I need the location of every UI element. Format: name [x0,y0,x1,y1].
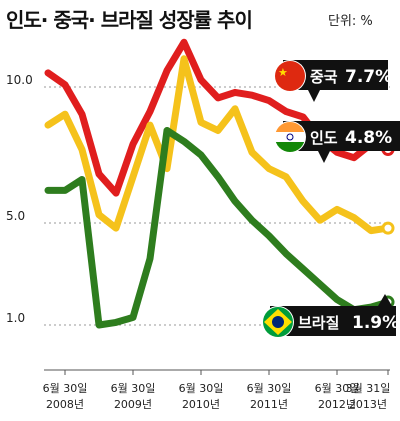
x-tick-year-2: 2010년 [182,398,220,411]
brazil-flag-icon [262,306,294,338]
india-value: 4.8% [345,128,392,148]
series-line-1 [44,55,392,235]
svg-text:★: ★ [278,66,288,79]
series-line-2 [44,127,392,329]
legend-china-bg [283,60,388,102]
x-tick-label-2: 6월 30일 [179,381,224,395]
unit-label: 단위: % [328,14,373,29]
x-tick-year-1: 2009년 [114,398,152,411]
india-flag-icon [274,121,306,153]
x-tick-year-0: 2008년 [46,398,84,411]
y-tick-label-2: 1.0 [6,311,25,325]
legend-india-bg [283,121,400,163]
x-tick-year-3: 2011년 [250,398,288,411]
china-flag-icon: ★ [274,60,306,92]
legend-india: 인도 4.8% [274,121,400,163]
y-tick-label-0: 10.0 [6,73,33,87]
china-value: 7.7% [345,67,392,87]
y-tick-label-1: 5.0 [6,209,25,223]
china-label: 중국 [310,68,338,86]
legend-brazil: 브라질 1.9% [262,294,399,338]
x-tick-year-4: 2012년 [318,398,356,411]
legend-brazil-bg [270,294,396,336]
brazil-label: 브라질 [298,314,339,332]
x-tick-year-5: 2013년 [349,398,387,411]
india-label: 인도 [310,129,338,147]
legend-china: ★ 중국 7.7% [274,60,392,102]
chart-title: 인도· 중국· 브라질 성장률 추이 [6,8,253,32]
x-tick-label-5: 3월 31일 [346,381,391,395]
x-tick-label-3: 6월 30일 [247,381,292,395]
x-tick-label-4: 6월 30일 [315,381,360,395]
x-tick-label-0: 6월 30일 [43,381,88,395]
brazil-value: 1.9% [352,313,399,333]
series-endpoint-1 [381,221,395,235]
x-tick-label-1: 6월 30일 [111,381,156,395]
